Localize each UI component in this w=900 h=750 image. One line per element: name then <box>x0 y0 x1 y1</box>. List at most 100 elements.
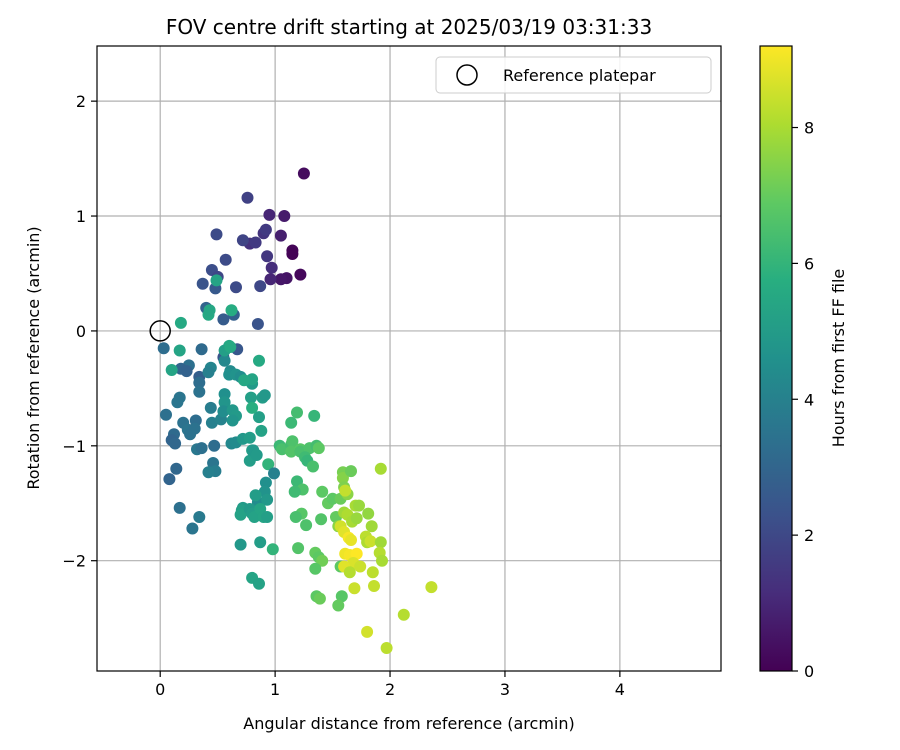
scatter-point <box>203 304 216 317</box>
scatter-point <box>353 499 365 512</box>
scatter-point <box>195 343 208 356</box>
scatter-point <box>180 365 193 378</box>
scatter-point <box>345 465 357 478</box>
scatter-point <box>350 512 363 525</box>
scatter-point <box>313 592 326 605</box>
colorbar-ticks: 0 2 4 6 8 <box>792 119 814 681</box>
scatter-point <box>254 280 267 293</box>
scatter-point <box>261 493 274 506</box>
y-axis-ticks: −2 −1 0 1 2 <box>62 92 97 571</box>
scatter-point <box>297 167 310 180</box>
gridlines <box>97 46 721 671</box>
scatter-point <box>380 642 393 654</box>
legend: Reference platepar <box>435 56 712 94</box>
scatter-point <box>425 581 438 594</box>
scatter-point <box>285 416 298 429</box>
scatter-point <box>288 485 301 498</box>
scatter-point <box>262 458 275 471</box>
legend-box <box>435 56 712 94</box>
scatter-point <box>316 485 329 498</box>
scatter-points <box>157 167 438 654</box>
scatter-point <box>234 538 247 551</box>
scatter-point <box>261 511 274 523</box>
scatter-point <box>218 354 231 367</box>
y-axis-label: Rotation from reference (arcmin) <box>24 226 43 489</box>
y-tick-label: −2 <box>62 552 86 571</box>
scatter-point <box>348 582 361 595</box>
colorbar-tick-label: 0 <box>804 662 814 681</box>
scatter-point <box>249 489 262 502</box>
scatter-point <box>264 273 277 286</box>
colorbar-label: Hours from first FF file <box>829 269 848 448</box>
scatter-point <box>238 374 251 387</box>
scatter-point <box>335 590 348 603</box>
scatter-point <box>208 439 221 452</box>
scatter-point <box>171 396 184 409</box>
x-tick-label: 0 <box>155 680 165 699</box>
x-tick-label: 1 <box>270 680 280 699</box>
scatter-point <box>350 547 363 560</box>
scatter-point <box>374 462 387 475</box>
scatter-point <box>193 376 206 389</box>
scatter-point <box>259 223 272 236</box>
scatter-point <box>202 366 215 379</box>
scatter-point <box>184 428 197 441</box>
colorbar-tick-label: 2 <box>804 526 814 545</box>
scatter-point <box>300 519 313 532</box>
y-tick-label: −1 <box>62 437 86 456</box>
scatter-point <box>173 501 186 514</box>
scatter-point <box>169 437 182 450</box>
scatter-point <box>268 467 280 480</box>
scatter-point <box>397 608 410 621</box>
scatter-point <box>193 385 206 398</box>
scatter-point <box>339 484 352 497</box>
colorbar: 0 2 4 6 8 Hours from first FF file <box>759 45 848 681</box>
scatter-point <box>186 522 199 535</box>
scatter-point <box>316 554 329 567</box>
scatter-point <box>266 543 279 556</box>
scatter-point <box>265 261 278 274</box>
scatter-point <box>312 442 325 455</box>
scatter-point <box>343 566 356 579</box>
scatter-point <box>285 445 298 458</box>
scatter-point <box>365 520 378 533</box>
scatter-point <box>278 210 291 222</box>
scatter-point <box>253 354 265 367</box>
scatter-point <box>254 536 267 549</box>
x-axis-ticks: 0 1 2 3 4 <box>155 671 625 699</box>
scatter-point <box>294 268 307 281</box>
scatter-point <box>376 554 388 567</box>
plot-frame <box>96 45 722 672</box>
scatter-point <box>292 542 305 555</box>
scatter-point <box>261 250 274 263</box>
scatter-point <box>246 401 259 414</box>
legend-marker <box>456 64 478 86</box>
scatter-point <box>210 228 223 241</box>
scatter-point <box>218 396 231 409</box>
scatter-point <box>217 405 230 418</box>
scatter-point <box>205 416 218 429</box>
scatter-point <box>366 566 379 579</box>
scatter-point <box>286 248 299 260</box>
scatter-point <box>219 253 232 266</box>
scatter-point <box>332 599 345 612</box>
scatter-point <box>259 476 272 489</box>
x-tick-label: 2 <box>385 680 395 699</box>
scatter-point <box>174 316 187 329</box>
colorbar-tick-label: 8 <box>804 119 814 138</box>
scatter-point <box>315 513 328 526</box>
scatter-point <box>263 208 276 221</box>
scatter-point <box>165 364 178 376</box>
x-tick-label: 3 <box>500 680 510 699</box>
scatter-point <box>286 435 299 448</box>
scatter-point <box>345 534 357 546</box>
scatter-point <box>274 229 287 242</box>
scatter-point <box>354 560 367 573</box>
scatter-point <box>226 414 239 427</box>
scatter-point <box>291 406 303 419</box>
y-tick-label: 0 <box>76 322 86 341</box>
scatter-point <box>195 442 208 455</box>
colorbar-tick-label: 6 <box>804 254 814 273</box>
scatter-point <box>361 625 374 638</box>
scatter-point <box>276 443 288 456</box>
